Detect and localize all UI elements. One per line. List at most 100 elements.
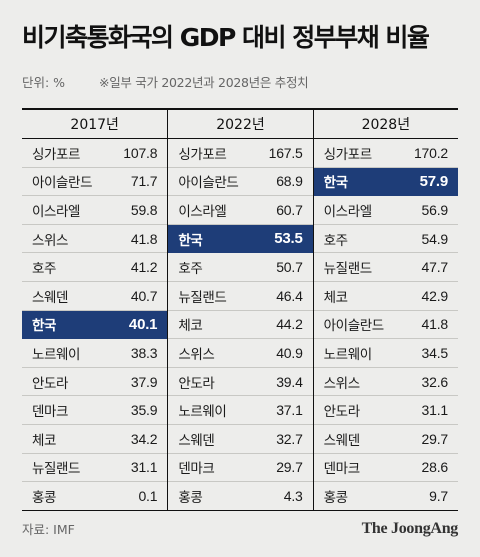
country-name: 체코	[32, 432, 57, 449]
debt-ratio-value: 32.7	[276, 430, 303, 447]
table-row: 뉴질랜드 46.4	[168, 282, 313, 311]
country-name: 홍콩	[323, 489, 348, 506]
table-row: 아이슬란드 68.9	[168, 168, 313, 197]
debt-ratio-value: 107.8	[123, 144, 158, 161]
debt-ratio-value: 34.5	[421, 344, 449, 361]
table-row: 노르웨이 38.3	[22, 339, 168, 368]
table-row: 뉴질랜드 31.1	[22, 454, 168, 483]
debt-ratio-value: 39.4	[276, 373, 303, 390]
table-row: 덴마크 29.7	[168, 454, 313, 483]
table-row: 싱가포르 170.2	[313, 139, 458, 168]
debt-ratio-value: 29.7	[276, 459, 303, 476]
debt-ratio-table: 2017년 싱가포르 107.8 아이슬란드 71.7 이스라엘 59.8 스위스 41.8 호주…	[22, 110, 458, 511]
table-row: 호주 54.9	[313, 225, 458, 254]
country-name: 아이슬란드	[178, 175, 239, 192]
table-row: 스웨덴 29.7	[313, 425, 458, 454]
debt-ratio-value: 0.1	[138, 487, 158, 504]
country-name: 스웨덴	[323, 432, 360, 449]
country-name: 스웨덴	[32, 289, 69, 306]
country-name: 싱가포르	[178, 146, 227, 163]
year-header: 2022년	[168, 110, 313, 139]
country-name: 뉴질랜드	[32, 461, 81, 478]
table-row: 스웨덴 32.7	[168, 425, 313, 454]
country-name: 덴마크	[323, 461, 360, 478]
brand-logo: The JoongAng	[361, 519, 459, 537]
table-row: 체코 44.2	[168, 311, 313, 340]
year-header: 2028년	[313, 110, 458, 139]
table-row: 홍콩 9.7	[313, 482, 458, 511]
table-row: 덴마크 28.6	[313, 454, 458, 483]
debt-ratio-value: 47.7	[421, 259, 449, 276]
table-row: 안도라 31.1	[313, 396, 458, 425]
country-name: 체코	[178, 318, 203, 335]
debt-ratio-value: 29.7	[421, 430, 449, 447]
country-name: 이스라엘	[32, 203, 81, 220]
year-header: 2017년	[22, 110, 168, 139]
country-name: 한국	[323, 175, 348, 192]
debt-ratio-value: 57.9	[419, 172, 449, 190]
table-row: 이스라엘 56.9	[313, 196, 458, 225]
debt-ratio-value: 60.7	[276, 201, 303, 218]
table-row: 스위스 41.8	[22, 225, 168, 254]
country-name: 스웨덴	[178, 432, 215, 449]
debt-ratio-value: 35.9	[130, 402, 158, 419]
country-name: 싱가포르	[32, 146, 81, 163]
debt-ratio-value: 50.7	[276, 259, 303, 276]
country-name: 스위스	[323, 375, 360, 392]
table-row: 이스라엘 59.8	[22, 196, 168, 225]
highlighted-row: 한국 57.9	[313, 167, 458, 197]
country-name: 아이슬란드	[323, 318, 385, 335]
highlighted-row: 한국 53.5	[168, 224, 313, 254]
debt-ratio-value: 44.2	[276, 316, 303, 333]
table-row: 홍콩 4.3	[168, 482, 313, 511]
debt-ratio-value: 41.8	[421, 316, 449, 333]
table-row: 안도라 39.4	[168, 368, 313, 397]
table-row: 싱가포르 167.5	[168, 139, 313, 168]
country-name: 안도라	[323, 404, 360, 421]
country-name: 노르웨이	[32, 346, 81, 363]
country-name: 노르웨이	[178, 404, 227, 421]
country-name: 한국	[32, 318, 57, 335]
table-row: 노르웨이 34.5	[313, 339, 458, 368]
debt-ratio-value: 41.8	[130, 230, 158, 247]
country-name: 덴마크	[178, 461, 215, 478]
country-name: 한국	[178, 232, 203, 249]
debt-ratio-value: 40.1	[128, 315, 158, 333]
country-name: 안도라	[178, 375, 215, 392]
table-row: 체코 42.9	[313, 282, 458, 311]
debt-ratio-value: 46.4	[276, 287, 303, 304]
debt-ratio-value: 71.7	[130, 173, 158, 190]
country-name: 싱가포르	[323, 146, 372, 163]
table-row: 호주 50.7	[168, 253, 313, 282]
debt-ratio-value: 40.9	[276, 344, 303, 361]
debt-ratio-value: 167.5	[268, 144, 303, 161]
debt-ratio-value: 28.6	[421, 459, 449, 476]
debt-ratio-value: 32.6	[421, 373, 449, 390]
country-name: 체코	[323, 289, 348, 306]
footer: 자료: IMF The JoongAng	[22, 519, 458, 538]
debt-ratio-value: 9.7	[429, 487, 448, 504]
table-row: 이스라엘 60.7	[168, 196, 313, 225]
debt-ratio-value: 170.2	[413, 144, 448, 161]
table-row: 뉴질랜드 47.7	[313, 253, 458, 282]
chart-title: 비기축통화국의 GDP 대비 정부부채 비율	[22, 23, 430, 52]
debt-ratio-value: 37.1	[276, 402, 303, 419]
table-top-rule	[22, 108, 458, 110]
table-row: 스위스 40.9	[168, 339, 313, 368]
country-name: 안도라	[32, 375, 69, 392]
table-row: 안도라 37.9	[22, 368, 168, 397]
highlighted-row: 한국 40.1	[22, 310, 168, 340]
debt-ratio-value: 4.3	[283, 487, 303, 504]
table-row: 아이슬란드 41.8	[313, 311, 458, 340]
country-name: 홍콩	[178, 489, 203, 506]
estimate-note: ※일부 국가 2022년과 2028년은 추정치	[99, 75, 309, 90]
country-name: 호주	[32, 261, 57, 278]
debt-ratio-value: 41.2	[130, 259, 158, 276]
debt-ratio-value: 53.5	[274, 230, 303, 248]
table-row: 아이슬란드 71.7	[22, 168, 168, 197]
table-row: 홍콩 0.1	[22, 482, 168, 511]
country-name: 뉴질랜드	[178, 289, 227, 306]
country-name: 아이슬란드	[32, 175, 93, 192]
